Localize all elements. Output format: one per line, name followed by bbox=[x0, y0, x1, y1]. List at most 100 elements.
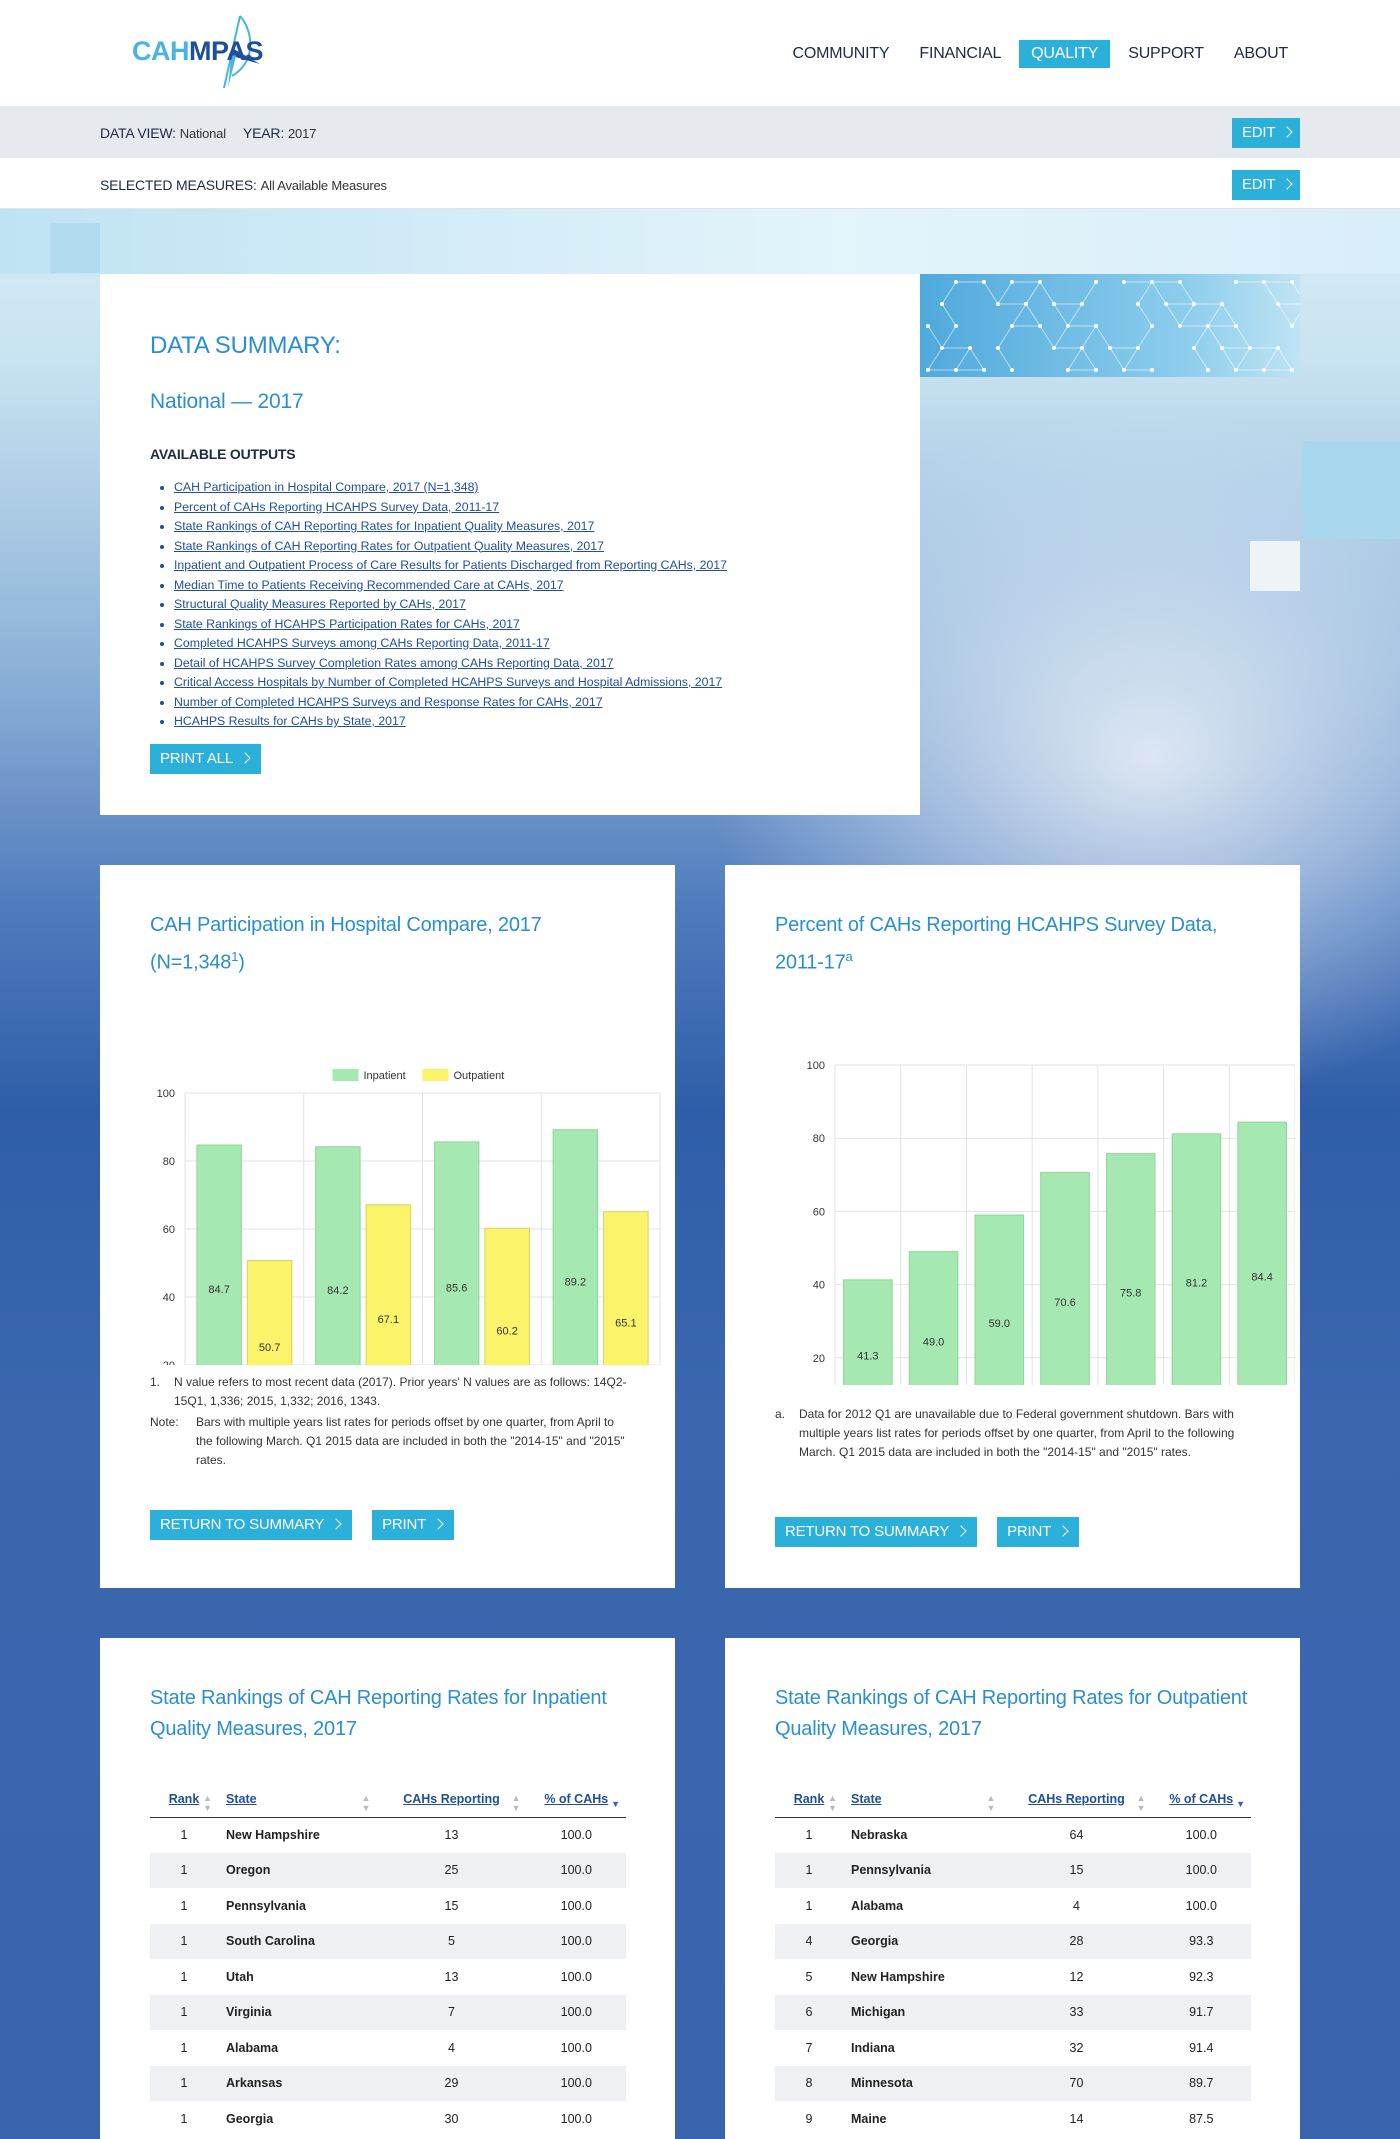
output-link[interactable]: Completed HCAHPS Surveys among CAHs Repo… bbox=[174, 636, 550, 650]
bar bbox=[974, 1214, 1025, 1385]
network-line bbox=[983, 281, 999, 305]
pct-cell: 89.7 bbox=[1151, 2065, 1251, 2101]
card-title: State Rankings of CAH Reporting Rates fo… bbox=[775, 1687, 1248, 1740]
network-line bbox=[1151, 281, 1167, 305]
column-header-pct[interactable]: % of CAHs ▼ bbox=[1151, 1781, 1251, 1818]
light-band bbox=[0, 209, 1400, 274]
network-node bbox=[1150, 368, 1154, 372]
card-actions: RETURN TO SUMMARY PRINT bbox=[150, 1510, 455, 1540]
nav-support[interactable]: SUPPORT bbox=[1128, 45, 1204, 62]
table-row: 1 Utah 13 100.0 bbox=[150, 1959, 626, 1995]
data-label: 50.7 bbox=[259, 1342, 280, 1354]
data-label: 84.4 bbox=[1251, 1272, 1272, 1284]
output-link[interactable]: State Rankings of HCAHPS Participation R… bbox=[174, 616, 520, 631]
chevron-right-icon bbox=[955, 1525, 967, 1537]
table-row: 5 New Hampshire 12 92.3 bbox=[775, 1959, 1251, 1995]
sort-icon: ▲ ▼ bbox=[986, 1793, 996, 1813]
column-header-reporting[interactable]: CAHs Reporting ▲ ▼ bbox=[376, 1781, 527, 1818]
bar bbox=[246, 1260, 293, 1365]
output-link[interactable]: State Rankings of CAH Reporting Rates fo… bbox=[174, 519, 595, 533]
rank-cell: 5 bbox=[805, 1969, 813, 1984]
print-button[interactable]: PRINT bbox=[997, 1517, 1080, 1547]
pct-cell: 100.0 bbox=[560, 1828, 592, 1842]
outpatient-rankings-card: State Rankings of CAH Reporting Rates fo… bbox=[725, 1638, 1300, 2139]
reporting-cell: 70 bbox=[1001, 2065, 1152, 2101]
column-header-state[interactable]: State ▲ ▼ bbox=[218, 1781, 377, 1818]
output-link[interactable]: Percent of CAHs Reporting HCAHPS Survey … bbox=[174, 499, 500, 514]
output-link[interactable]: CAH Participation in Hospital Compare, 2… bbox=[174, 480, 479, 494]
output-link[interactable]: Median Time to Patients Receiving Recomm… bbox=[174, 577, 564, 592]
data-label: 59.0 bbox=[989, 1318, 1010, 1330]
return-to-summary-button[interactable]: RETURN TO SUMMARY bbox=[150, 1510, 353, 1540]
output-link[interactable]: HCAHPS Results for CAHs by State, 2017 bbox=[174, 714, 406, 728]
summary-subtitle: National — 2017 bbox=[150, 390, 304, 413]
pct-cell: 100.0 bbox=[526, 1923, 626, 1959]
network-node bbox=[926, 324, 930, 328]
inpatient-rankings-card: State Rankings of CAH Reporting Rates fo… bbox=[100, 1638, 675, 2139]
compass-icon bbox=[223, 15, 260, 89]
sort-desc-icon: ▼ bbox=[611, 1799, 620, 1809]
nav-financial[interactable]: FINANCIAL bbox=[919, 45, 1002, 62]
output-link[interactable]: Detail of HCAHPS Survey Completion Rates… bbox=[174, 655, 614, 670]
network-node bbox=[1010, 324, 1014, 328]
return-to-summary-button[interactable]: RETURN TO SUMMARY bbox=[775, 1517, 978, 1547]
network-node bbox=[1234, 324, 1238, 328]
card-title-text: CAH Participation in Hospital Compare, 2… bbox=[150, 914, 542, 974]
network-node bbox=[1192, 346, 1196, 350]
sort-icon: ▲ ▼ bbox=[511, 1793, 521, 1813]
edit-measures-button[interactable]: EDIT bbox=[1232, 170, 1300, 200]
cahmpas-logo[interactable]: CAHMPAS bbox=[128, 12, 268, 96]
network-line bbox=[1179, 303, 1195, 327]
edit-label: EDIT bbox=[1242, 176, 1276, 193]
table-row: 1 New Hampshire 13 100.0 bbox=[150, 1817, 626, 1853]
output-link[interactable]: State Rankings of CAH Reporting Rates fo… bbox=[174, 538, 604, 553]
header-label: Rank bbox=[168, 1791, 200, 1806]
output-link[interactable]: Structural Quality Measures Reported by … bbox=[174, 597, 466, 611]
rank-cell: 1 bbox=[150, 1994, 218, 2030]
network-node bbox=[1248, 346, 1252, 350]
network-node bbox=[1010, 280, 1014, 284]
output-link[interactable]: Inpatient and Outpatient Process of Care… bbox=[174, 558, 727, 572]
table-row: 1 Virginia 7 100.0 bbox=[150, 1994, 626, 2030]
nav-quality[interactable]: QUALITY bbox=[1019, 40, 1111, 68]
year-filter: YEAR: 2017 bbox=[243, 125, 316, 141]
network-node bbox=[1262, 368, 1266, 372]
nav-about[interactable]: ABOUT bbox=[1233, 45, 1288, 62]
data-label: 49.0 bbox=[923, 1336, 944, 1348]
output-link[interactable]: Critical Access Hospitals by Number of C… bbox=[174, 675, 723, 689]
bar bbox=[196, 1144, 242, 1365]
print-all-button[interactable]: PRINT ALL bbox=[150, 744, 261, 774]
nav-community[interactable]: COMMUNITY bbox=[792, 45, 890, 62]
note-text: Bars with multiple years list rates for … bbox=[196, 1415, 625, 1467]
data-label: 84.7 bbox=[208, 1284, 229, 1296]
edit-data-view-button[interactable]: EDIT bbox=[1232, 118, 1300, 148]
network-node bbox=[1094, 280, 1098, 284]
column-header-rank[interactable]: Rank ▲ ▼ bbox=[150, 1781, 218, 1818]
network-line bbox=[997, 281, 1013, 305]
column-header-rank[interactable]: Rank ▲ ▼ bbox=[775, 1781, 843, 1818]
measures-bar: SELECTED MEASURES: All Available Measures… bbox=[0, 158, 1400, 209]
header-label: State bbox=[851, 1791, 882, 1806]
reporting-cell: 4 bbox=[447, 2040, 455, 2055]
network-node bbox=[940, 346, 944, 350]
top-header: CAHMPAS COMMUNITY FINANCIAL QUALITY SUPP… bbox=[0, 0, 1400, 106]
print-all-label: PRINT ALL bbox=[160, 750, 233, 767]
reporting-cell: 13 bbox=[444, 1828, 459, 1842]
participation-bar-chart: 02040608010084.784.285.689.250.767.160.2… bbox=[157, 1069, 661, 1365]
data-label: 60.2 bbox=[496, 1326, 517, 1338]
network-line bbox=[1291, 281, 1300, 296]
column-header-pct[interactable]: % of CAHs ▼ bbox=[526, 1781, 626, 1818]
column-header-state[interactable]: State ▲ ▼ bbox=[843, 1781, 1002, 1818]
network-line bbox=[1277, 347, 1293, 371]
note-text: N value refers to most recent data (2017… bbox=[174, 1375, 627, 1408]
network-line bbox=[1193, 325, 1209, 349]
print-button[interactable]: PRINT bbox=[372, 1510, 455, 1540]
rank-cell: 1 bbox=[180, 2040, 188, 2055]
outputs-heading: AVAILABLE OUTPUTS bbox=[150, 446, 296, 462]
column-header-reporting[interactable]: CAHs Reporting ▲ ▼ bbox=[1001, 1781, 1152, 1818]
list-item: HCAHPS Results for CAHs by State, 2017 bbox=[174, 712, 870, 732]
state-cell: Virginia bbox=[218, 1994, 377, 2030]
reporting-cell: 7 bbox=[376, 1994, 527, 2030]
network-node bbox=[996, 302, 1000, 306]
output-link[interactable]: Number of Completed HCAHPS Surveys and R… bbox=[174, 694, 603, 709]
